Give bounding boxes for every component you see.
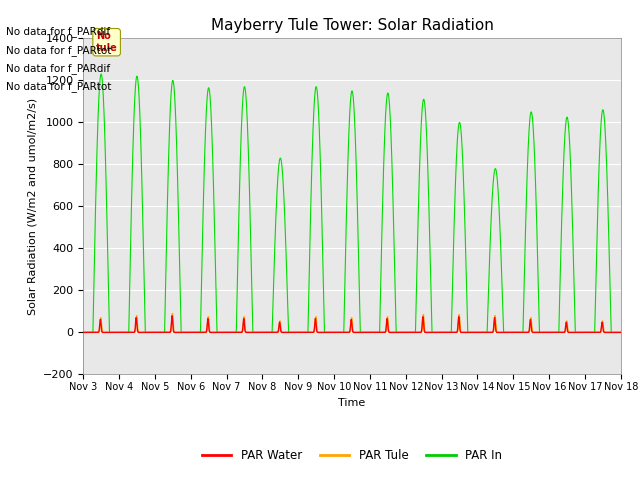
Text: No data for f_PARdif: No data for f_PARdif [6,26,111,37]
Legend: PAR Water, PAR Tule, PAR In: PAR Water, PAR Tule, PAR In [197,444,507,467]
Text: No data for f_PARtot: No data for f_PARtot [6,45,112,56]
Text: No data for f_PARdif: No data for f_PARdif [6,63,111,74]
Y-axis label: Solar Radiation (W/m2 and umol/m2/s): Solar Radiation (W/m2 and umol/m2/s) [28,98,37,315]
Text: No
tule: No tule [96,31,118,53]
Text: No data for f_PARtot: No data for f_PARtot [6,81,112,92]
X-axis label: Time: Time [339,397,365,408]
Title: Mayberry Tule Tower: Solar Radiation: Mayberry Tule Tower: Solar Radiation [211,18,493,33]
